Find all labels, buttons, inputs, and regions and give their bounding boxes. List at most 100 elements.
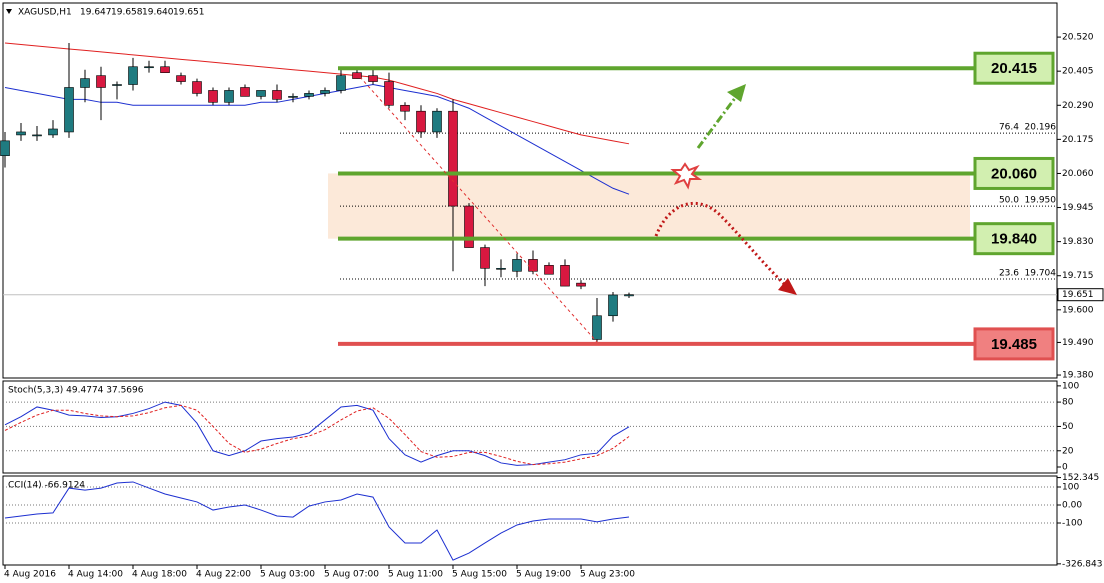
candle-body [144,66,154,69]
candle-body [224,90,234,103]
y-tick-label: -326.843 [1062,559,1102,569]
candle-body [432,110,442,133]
x-tick-label: 5 Aug 11:00 [388,570,443,580]
candle-body [576,282,586,287]
y-tick-label: 0 [1062,462,1068,472]
last-price-label: 19.651 [1062,290,1094,300]
candle-body [96,75,106,88]
candle-body [16,131,26,136]
indicator-line [4,404,630,466]
y-tick-label: 100 [1062,482,1079,492]
down-arrow-head [778,278,797,295]
x-tick-label: 4 Aug 22:00 [196,570,251,580]
y-tick-label: 19.490 [1062,338,1094,348]
candle-body [480,247,490,269]
level-box [973,156,1055,190]
candle-body [320,90,330,94]
level-box [973,327,1055,361]
candle-body [608,294,618,317]
candle-body [448,110,458,207]
ohlc-close: 19.651 [173,8,205,18]
candle-body [128,66,138,85]
y-tick-label: 152.345 [1062,473,1099,483]
candle-body [80,78,90,88]
level-label: 19.485 [991,336,1037,353]
y-tick-label: 20.405 [1062,67,1094,77]
candle-body [400,104,410,112]
symbol: XAGUSD,H1 [18,8,72,18]
candle-body [272,90,282,100]
x-tick-label: 5 Aug 23:00 [580,570,635,580]
y-tick-label: 19.945 [1062,203,1094,213]
candle-body [544,265,554,275]
y-tick-label: 20 [1062,446,1074,456]
candle-body [160,66,170,73]
y-tick-label: 100 [1062,381,1079,391]
indicator-title: CCI(14) -66.9124 [8,481,85,491]
candle-body [256,90,266,97]
indicator-line [4,401,630,466]
level-box [973,51,1055,85]
y-tick-label: 19.830 [1062,237,1094,247]
candle-body [624,294,634,297]
candle-body [304,93,314,97]
x-tick-label: 5 Aug 15:00 [452,570,507,580]
y-tick-label: 19.715 [1062,271,1094,281]
menu-triangle[interactable] [6,9,12,14]
level-label: 20.415 [991,60,1037,77]
candle-body [64,87,74,133]
x-tick-label: 4 Aug 14:00 [68,570,123,580]
y-tick-label: -100 [1062,519,1083,529]
x-tick-label: 5 Aug 03:00 [260,570,315,580]
x-tick-label: 5 Aug 19:00 [516,570,571,580]
fib-price: 19.704 [1025,268,1057,278]
y-tick-label: 19.380 [1062,371,1094,381]
candle-body [528,259,538,272]
candle-body [336,75,346,91]
ohlc-low: 19.640 [142,8,174,18]
fib-ratio: 50.0 [999,196,1019,206]
candle-body [112,84,122,86]
candle-body [416,110,426,133]
candle-body [288,96,298,98]
candle-body [176,75,186,82]
panel-frame [2,2,1058,379]
level-box [973,222,1055,256]
candle-body [560,265,570,287]
breakout-mark [670,162,703,190]
last-price-box [1057,288,1104,302]
candle-body [208,90,218,103]
indicator-title: Stoch(5,3,3) 49.4774 37.5696 [8,386,144,396]
up-arrow [696,93,740,149]
panel-frame [2,475,1058,566]
panel-frame [2,380,1058,474]
indicator-line [4,481,630,561]
ohlc-open: 19.647 [80,8,112,18]
y-tick-label: 19.600 [1062,305,1094,315]
candle-body [384,81,394,106]
level-label: 20.060 [991,165,1037,182]
candle-body [512,259,522,272]
fib-ratio: 76.4 [999,123,1019,133]
candle-body [240,87,250,97]
y-tick-label: 50 [1062,422,1074,432]
indicator-line [4,42,630,145]
y-tick-label: 80 [1062,398,1074,408]
x-tick-label: 4 Aug 2016 [4,570,56,580]
candle-body [192,81,202,94]
up-arrow-head [727,84,746,102]
x-tick-label: 5 Aug 07:00 [324,570,379,580]
fib-price: 19.950 [1025,196,1057,206]
fib-ratio: 23.6 [999,268,1019,278]
fib-trendline [359,76,598,343]
ohlc-high: 19.658 [111,8,143,18]
candle-body [368,75,378,82]
candle-body [0,140,10,156]
candle-body [32,134,42,137]
level-label: 19.840 [991,231,1037,248]
indicator-line [4,84,630,195]
candle-body [48,128,58,136]
